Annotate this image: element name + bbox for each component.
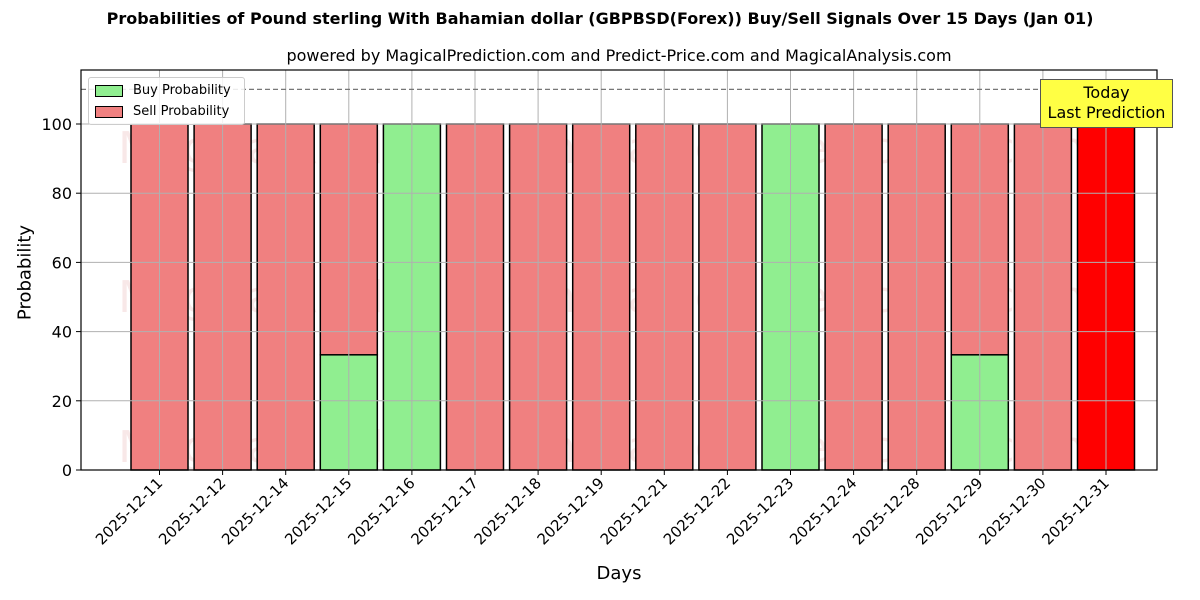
plot-frame [80,69,1158,471]
x-tick-label: 2025-12-23 [723,474,797,548]
x-tick-label: 2025-12-19 [534,474,608,548]
sell-swatch [95,105,123,118]
today-annotation: Today Last Prediction [1040,79,1173,128]
x-tick-label: 2025-12-16 [344,474,418,548]
x-tick-label: 2025-12-18 [471,474,545,548]
x-tick-label: 2025-12-24 [786,474,860,548]
x-tick-label: 2025-12-28 [849,474,923,548]
legend-buy-label: Buy Probability [133,83,231,98]
x-tick-label: 2025-12-17 [407,474,481,548]
chart-subtitle: powered by MagicalPrediction.com and Pre… [286,46,952,65]
legend-item-buy: Buy Probability [95,83,231,98]
x-tick-label: 2025-12-22 [660,474,734,548]
x-tick-label: 2025-12-14 [218,474,292,548]
chart-title: Probabilities of Pound sterling With Bah… [106,9,1094,28]
y-tick-label: 100 [41,115,72,134]
x-axis-label: Days [596,563,642,584]
legend-item-sell: Sell Probability [95,104,229,119]
y-tick-label: 0 [62,461,72,480]
y-tick-label: 60 [52,253,72,272]
x-tick-label: 2025-12-21 [597,474,671,548]
y-tick-label: 80 [52,184,72,203]
annotation-line2: Last Prediction [1047,103,1166,122]
buy-swatch [95,84,123,97]
annotation-line1: Today [1083,83,1130,102]
x-tick-label: 2025-12-11 [92,474,166,548]
legend-sell-label: Sell Probability [133,104,230,119]
y-axis-label: Probability [14,224,36,321]
y-tick-label: 20 [52,392,72,411]
x-tick-label: 2025-12-29 [912,474,986,548]
x-tick-label: 2025-12-30 [975,474,1049,548]
legend: Buy Probability Sell Probability [88,77,245,125]
x-tick-label: 2025-12-12 [155,474,229,548]
x-tick-label: 2025-12-31 [1038,474,1112,548]
y-tick-label: 40 [52,323,72,342]
x-tick-label: 2025-12-15 [281,474,355,548]
